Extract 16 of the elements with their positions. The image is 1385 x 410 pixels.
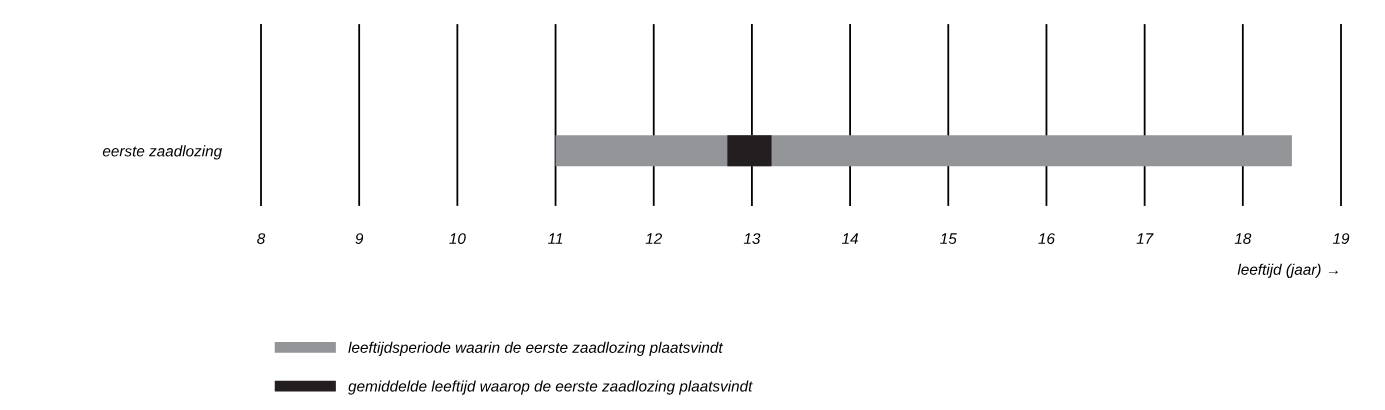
x-tick-label: 17: [1136, 233, 1154, 244]
legend-label: leeftijdsperiode waarin de eerste zaadlozing plaatsvindt: [348, 341, 724, 356]
x-tick-label: 8: [257, 233, 266, 244]
x-tick-label: 15: [940, 233, 957, 244]
x-tick-label: 13: [743, 233, 761, 244]
x-tick-label: 19: [1332, 233, 1350, 244]
x-tick-label: 18: [1234, 233, 1252, 244]
x-tick-label: 10: [449, 233, 466, 244]
x-tick-label: 11: [548, 233, 563, 244]
y-tick-label: eerste zaadlozing: [102, 145, 222, 160]
x-tick-label: 9: [355, 233, 364, 244]
legend-label: gemiddelde leeftijd waarop de eerste zaadlozing plaatsvindt: [348, 380, 753, 395]
x-tick-label: 16: [1038, 233, 1055, 244]
x-tick-label: 14: [841, 233, 859, 244]
x-axis-title: leeftijd (jaar) →: [1237, 263, 1338, 278]
x-tick-label: 12: [645, 233, 662, 244]
